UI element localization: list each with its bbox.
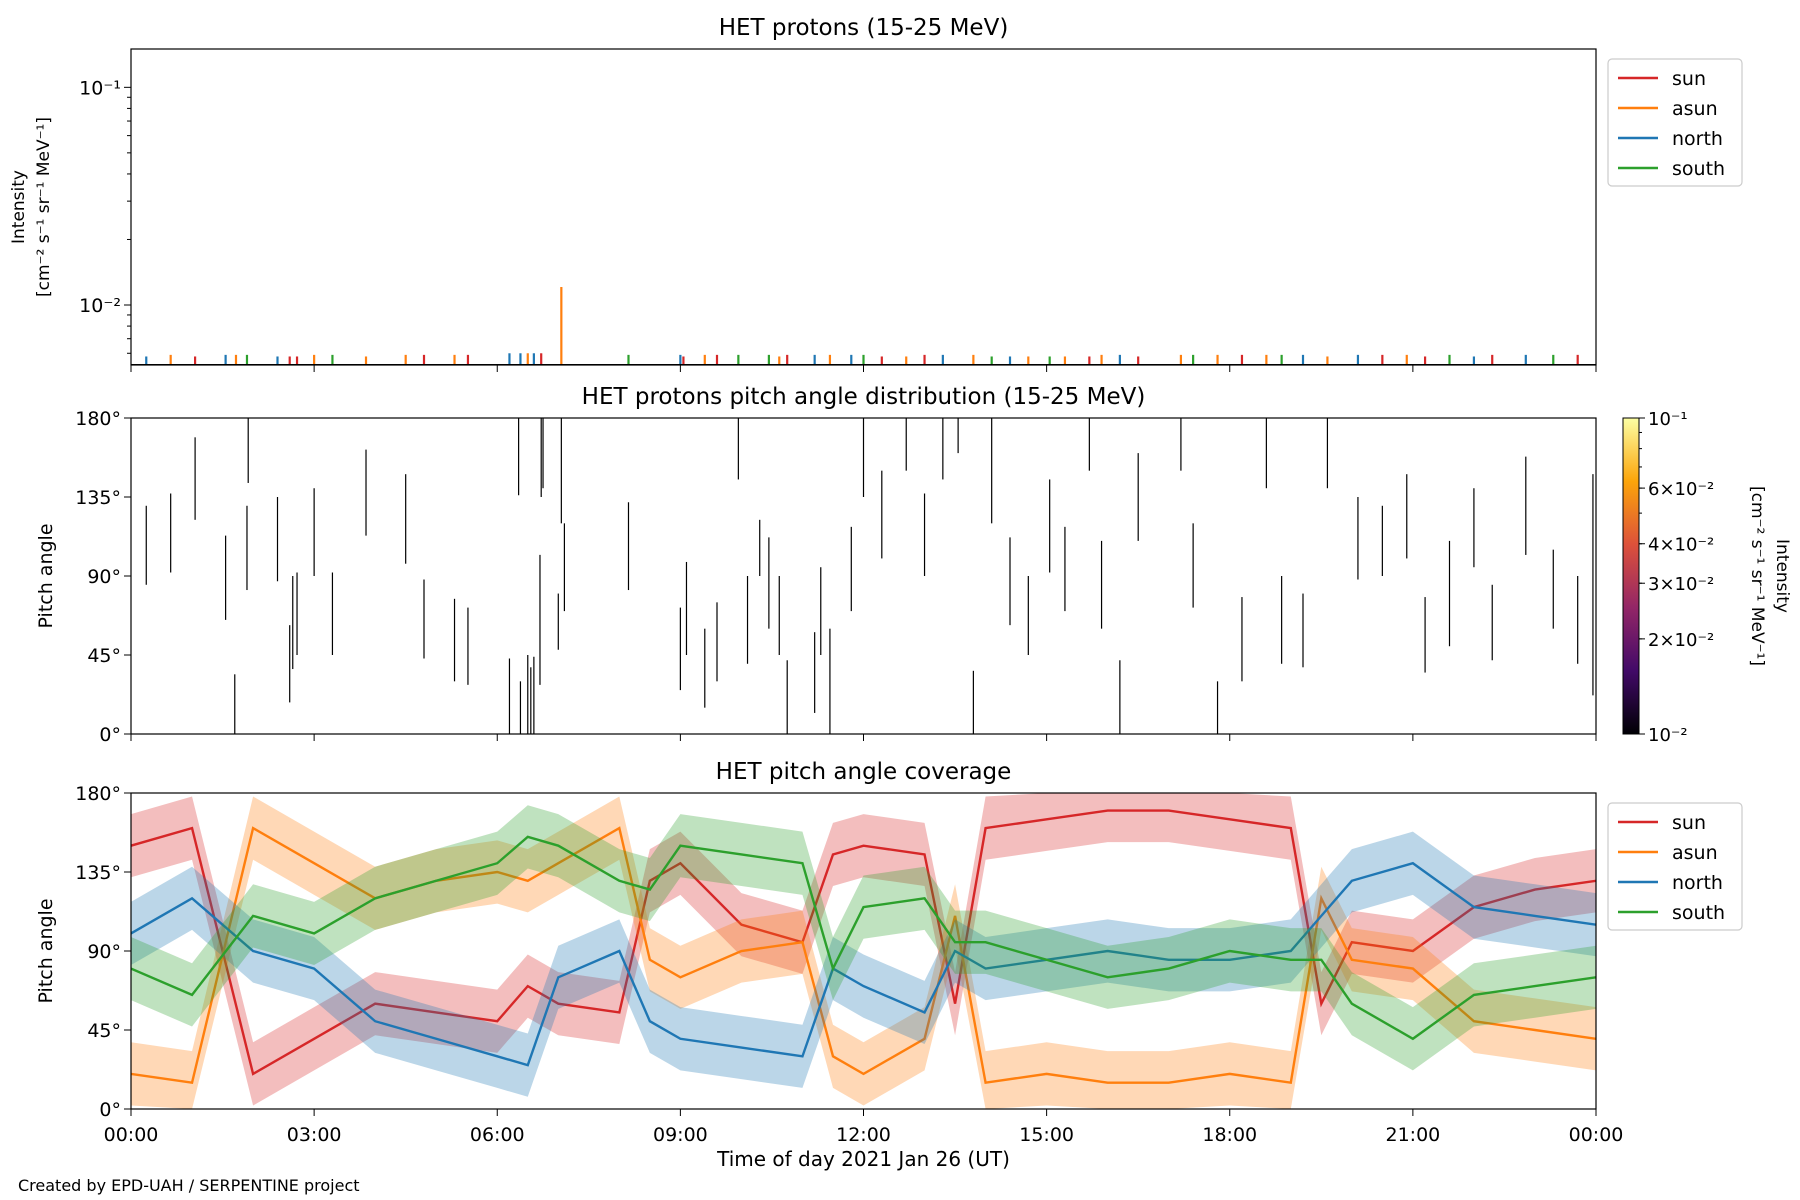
y-tick-label: 90°	[87, 941, 121, 963]
x-tick-label: 00:00	[104, 1124, 159, 1146]
y-tick-label: 135°	[75, 487, 121, 509]
x-tick-label: 15:00	[1019, 1124, 1074, 1146]
x-tick-label: 18:00	[1202, 1124, 1257, 1146]
coverage-band-south	[131, 805, 1596, 1071]
x-tick-label: 09:00	[653, 1124, 708, 1146]
legend-label-asun: asun	[1672, 842, 1718, 864]
colorbar	[1622, 417, 1640, 735]
x-tick-label: 03:00	[287, 1124, 342, 1146]
legend-coverage	[1607, 802, 1743, 931]
y-tick-label: 10⁻¹	[79, 77, 121, 99]
colorbar-tick-label: 10⁻²	[1648, 725, 1688, 746]
x-tick-label: 00:00	[1569, 1124, 1624, 1146]
y-tick-label: 180°	[75, 408, 121, 430]
y-tick-label: 90°	[87, 566, 121, 588]
y-tick-label: 135°	[75, 862, 121, 884]
series-north	[131, 831, 1596, 1097]
colorbar-tick-label: 3×10⁻²	[1648, 574, 1714, 595]
panel-frame	[130, 48, 1597, 366]
colorbar-tick-label: 2×10⁻²	[1648, 630, 1714, 651]
panel-title: HET protons pitch angle distribution (15…	[582, 384, 1146, 410]
legend-label-south: south	[1672, 158, 1725, 180]
y-tick-label: 45°	[87, 1020, 121, 1042]
legend-label-asun: asun	[1672, 98, 1718, 120]
x-tick-label: 12:00	[836, 1124, 891, 1146]
coverage-line-north	[131, 861, 1596, 1067]
y-axis-label: Intensity	[9, 170, 29, 244]
panel-title: HET pitch angle coverage	[716, 759, 1012, 785]
legend-label-sun: sun	[1672, 68, 1706, 90]
legend-label-north: north	[1672, 128, 1723, 150]
footer-credit: Created by EPD-UAH / SERPENTINE project	[18, 1176, 360, 1195]
x-tick-label: 21:00	[1385, 1124, 1440, 1146]
coverage-band-asun	[131, 796, 1596, 1109]
coverage-band-north	[131, 831, 1596, 1097]
colorbar-label: Intensity	[1772, 539, 1792, 613]
y-tick-label: 10⁻²	[79, 295, 121, 317]
x-tick-label: 06:00	[470, 1124, 525, 1146]
coverage-band-sun	[131, 793, 1596, 1106]
colorbar-tick-label: 4×10⁻²	[1648, 535, 1714, 556]
coverage-line-sun	[131, 809, 1596, 1076]
legend-label-sun: sun	[1672, 812, 1706, 834]
y-tick-label: 180°	[75, 783, 121, 805]
panel1-spikes	[145, 286, 1579, 365]
series-south	[131, 805, 1596, 1071]
y-tick-label: 0°	[99, 1099, 121, 1121]
y-tick-label: 0°	[99, 724, 121, 746]
colorbar-tick-label: 6×10⁻²	[1648, 479, 1714, 500]
y-tick-label: 45°	[87, 645, 121, 667]
y-axis-label: [cm⁻² s⁻¹ sr⁻¹ MeV⁻¹]	[34, 117, 54, 297]
panel-title: HET protons (15-25 MeV)	[719, 15, 1009, 41]
legend-label-north: north	[1672, 872, 1723, 894]
legend-label-south: south	[1672, 902, 1725, 924]
series-sun	[131, 793, 1596, 1106]
coverage-line-south	[131, 835, 1596, 1041]
x-axis-label: Time of day 2021 Jan 26 (UT)	[716, 1147, 1010, 1171]
colorbar-tick-label: 10⁻¹	[1648, 409, 1688, 430]
legend-intensity	[1607, 58, 1743, 187]
y-axis-label: Pitch angle	[35, 898, 57, 1003]
y-axis-label: Pitch angle	[35, 523, 57, 628]
colorbar-label: [cm⁻² s⁻¹ sr⁻¹ MeV⁻¹]	[1747, 486, 1767, 666]
